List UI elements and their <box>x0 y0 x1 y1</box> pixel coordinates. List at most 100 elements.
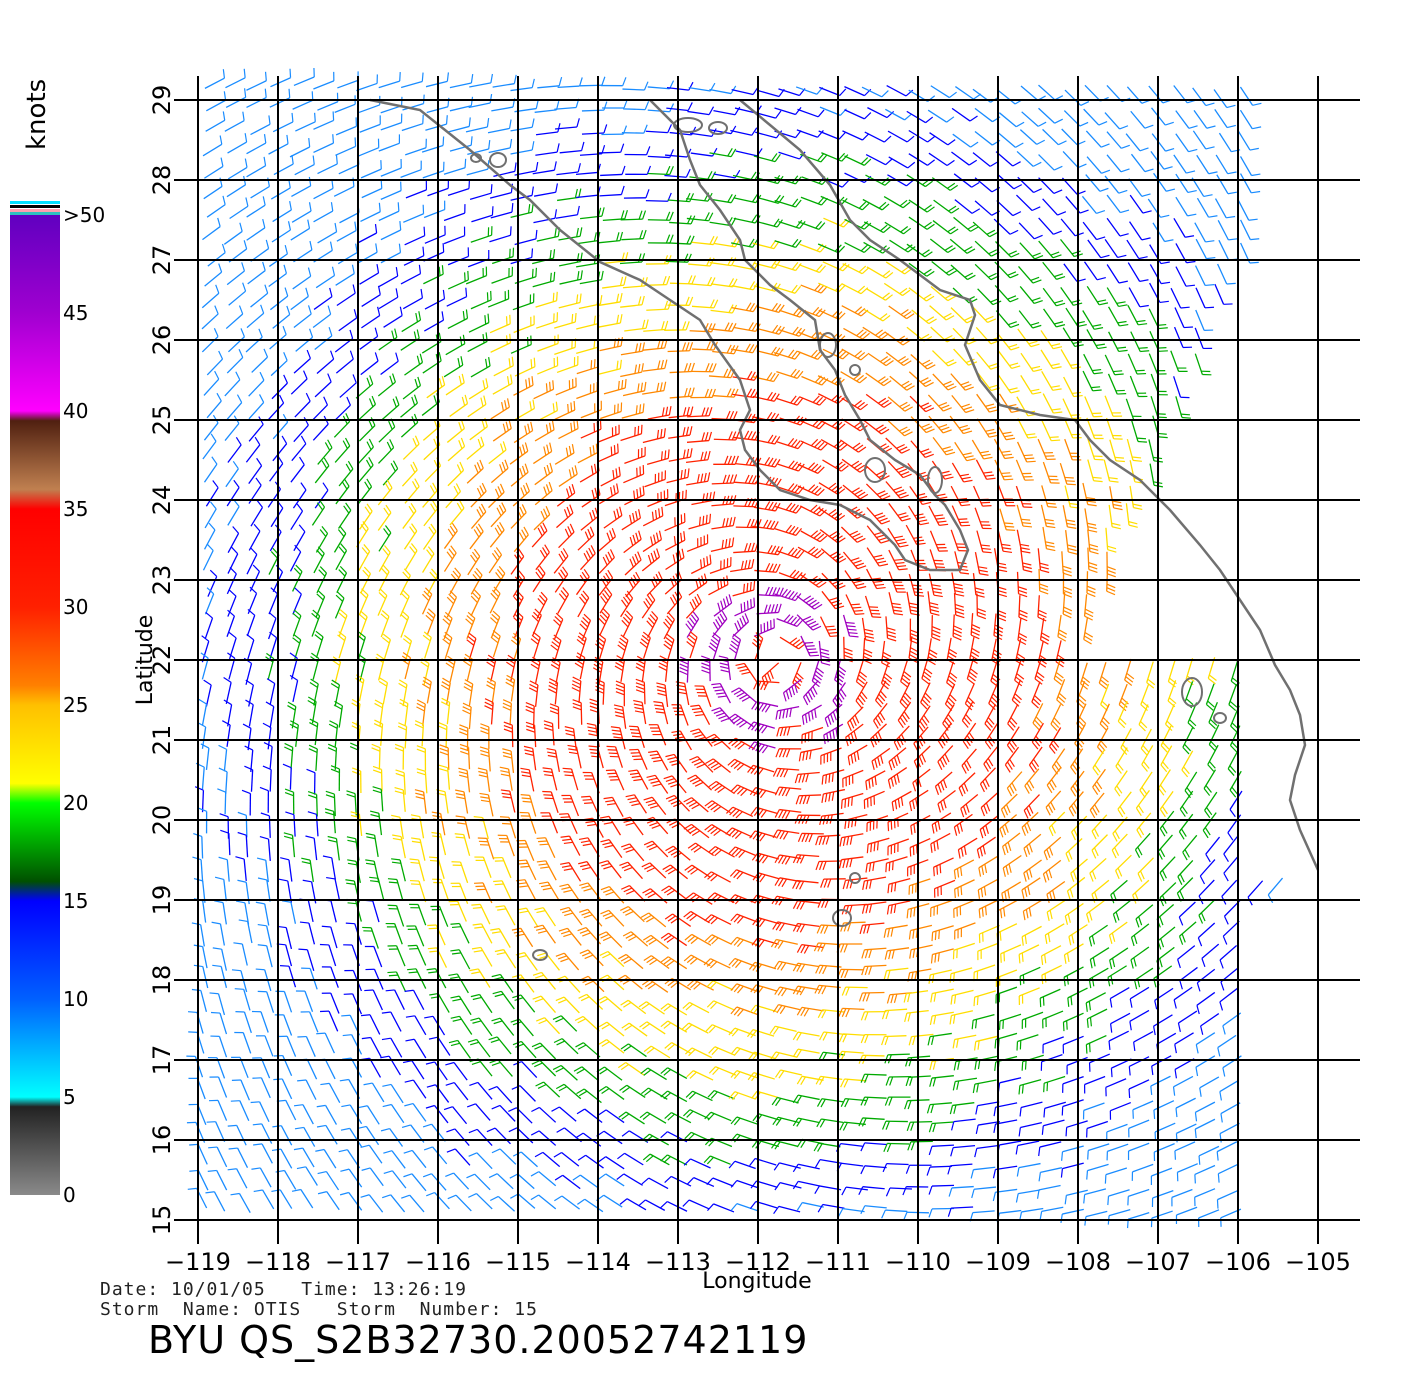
wind-barb <box>950 485 971 507</box>
wind-barb <box>334 396 351 422</box>
wind-barb <box>227 158 248 180</box>
wind-barb <box>399 568 411 596</box>
wind-barb <box>293 1147 315 1168</box>
wind-barb <box>792 985 820 996</box>
wind-barb <box>554 566 569 593</box>
wind-barb <box>512 994 536 1013</box>
wind-barb <box>820 548 847 564</box>
wind-barb <box>909 837 931 857</box>
wind-barb <box>1056 679 1067 707</box>
wind-barb <box>984 704 996 731</box>
wind-barb <box>757 88 785 98</box>
wind-barb <box>640 1067 667 1081</box>
wind-barb <box>917 705 931 732</box>
wind-barb <box>777 460 805 472</box>
wind-barb <box>773 1162 801 1171</box>
wind-barb <box>1217 1034 1237 1057</box>
wind-barb <box>380 352 399 375</box>
wind-barb <box>952 942 975 960</box>
wind-barb <box>363 1082 385 1103</box>
wind-barb <box>421 393 441 416</box>
wind-barb <box>598 1109 625 1124</box>
wind-barb <box>792 854 820 864</box>
wind-barb <box>554 118 580 130</box>
wind-barb <box>844 814 868 829</box>
wind-barb <box>445 334 466 356</box>
wind-barb <box>492 74 517 88</box>
wind-barb <box>953 813 973 836</box>
wind-barb <box>513 376 534 396</box>
wind-barb <box>620 590 634 618</box>
wind-barb <box>313 179 334 200</box>
lon-tick-label: −110 <box>885 1248 951 1276</box>
wind-barb <box>255 1035 274 1057</box>
wind-barb <box>818 640 831 666</box>
wind-barb <box>1108 1030 1129 1051</box>
wind-barb <box>298 1058 318 1080</box>
wind-barb <box>867 352 894 367</box>
wind-barb <box>930 948 954 964</box>
wind-barb <box>317 92 339 111</box>
wind-barb <box>842 769 864 788</box>
wind-barb <box>952 1077 978 1091</box>
wind-barb <box>244 765 254 792</box>
wind-barb <box>251 1167 272 1188</box>
wind-barb <box>1039 988 1061 1008</box>
wind-barb <box>728 1091 756 1101</box>
island-monserrat <box>849 364 861 376</box>
wind-barb <box>1149 264 1171 285</box>
wind-barb <box>1178 813 1194 840</box>
wind-barb <box>664 321 690 331</box>
wind-barb <box>800 283 828 294</box>
wind-barb <box>646 774 669 794</box>
wind-barb <box>454 833 471 856</box>
wind-barb <box>1046 767 1062 794</box>
wind-barb <box>929 1075 954 1087</box>
wind-barb <box>1126 239 1148 260</box>
wind-barb <box>1219 1079 1240 1101</box>
wind-barb <box>709 148 737 158</box>
wind-barb <box>260 812 271 838</box>
wind-barb <box>246 156 267 178</box>
wind-barb <box>209 1099 228 1121</box>
wind-barb <box>210 1011 228 1035</box>
wind-barb <box>1041 370 1062 391</box>
wind-barb <box>885 437 910 454</box>
wind-barb <box>749 1200 778 1209</box>
lat-tick-label: 26 <box>148 325 176 356</box>
wind-barb <box>706 980 734 991</box>
wind-barb <box>1031 681 1042 709</box>
wind-barb <box>818 507 846 522</box>
wind-barb <box>625 794 647 814</box>
wind-barb <box>750 806 778 818</box>
wind-barb <box>822 261 850 272</box>
wind-barb <box>360 1057 382 1078</box>
wind-barb <box>202 217 221 241</box>
wind-barb <box>1086 1008 1108 1028</box>
wind-barb <box>378 677 389 705</box>
wind-barb <box>621 403 645 419</box>
wind-barb <box>399 698 409 726</box>
wind-barb <box>228 282 247 306</box>
wind-barb <box>450 1015 473 1035</box>
wind-barb <box>748 961 777 972</box>
wind-barb <box>1106 194 1130 214</box>
wind-barb <box>931 925 954 942</box>
wind-barb <box>424 1015 446 1036</box>
wind-barb <box>730 913 758 924</box>
wind-barb <box>704 1111 732 1122</box>
wind-barb <box>930 988 954 1003</box>
wind-barb <box>467 395 487 418</box>
wind-barb <box>445 373 465 396</box>
wind-barb <box>731 86 759 96</box>
wind-barb <box>1132 1100 1154 1119</box>
wind-barb <box>218 744 228 772</box>
wind-barb <box>951 505 971 527</box>
wind-barb <box>725 806 754 819</box>
wind-barb <box>1039 617 1050 645</box>
wind-barb <box>1107 1208 1131 1225</box>
wind-barb <box>1015 1189 1040 1203</box>
wind-barb <box>598 314 623 328</box>
wind-barb <box>755 218 783 228</box>
wind-barb <box>776 614 804 627</box>
